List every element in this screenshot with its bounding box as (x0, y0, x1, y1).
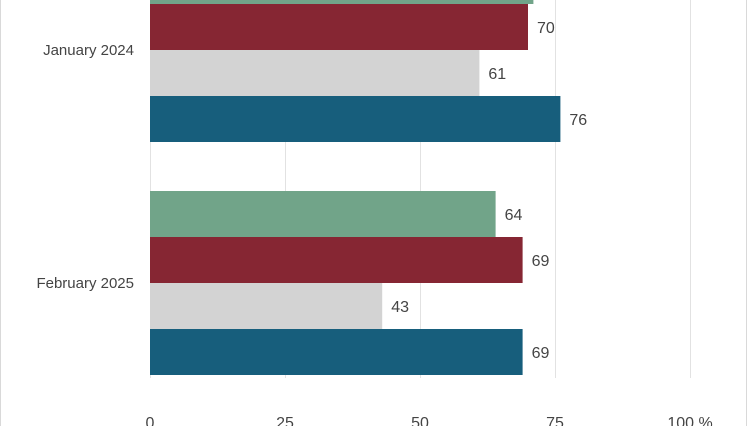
bar-2-3 (150, 283, 383, 329)
data-label-2-1: 64 (505, 207, 523, 224)
x-tick-label-3: 50 (411, 415, 429, 426)
x-tick-label-2: 25 (276, 415, 294, 426)
category-label-1: January 2024 (43, 42, 134, 59)
x-axis-ticks: 0 25 50 75 100 % (146, 415, 713, 426)
x-tick-label-4: 75 (546, 415, 564, 426)
category-label-2: February 2025 (36, 275, 134, 292)
category-labels: January 2024 February 2025 (36, 42, 134, 292)
data-label-1-3: 61 (488, 66, 506, 83)
data-label-1-2: 70 (537, 20, 555, 37)
data-labels: 70 61 76 64 69 43 69 (391, 20, 587, 362)
bar-2-4 (150, 329, 523, 375)
x-tick-label-1: 0 (146, 415, 155, 426)
data-label-1-4: 76 (569, 112, 587, 129)
bar-2-1 (150, 191, 496, 237)
bar-1-1 (150, 0, 534, 4)
bars (150, 0, 561, 375)
data-label-2-4: 69 (532, 345, 550, 362)
bar-1-3 (150, 50, 480, 96)
data-label-2-2: 69 (532, 253, 550, 270)
data-label-2-3: 43 (391, 299, 409, 316)
bar-1-4 (150, 96, 561, 142)
bar-1-2 (150, 4, 528, 50)
bar-2-2 (150, 237, 523, 283)
x-tick-label-5: 100 % (667, 415, 712, 426)
